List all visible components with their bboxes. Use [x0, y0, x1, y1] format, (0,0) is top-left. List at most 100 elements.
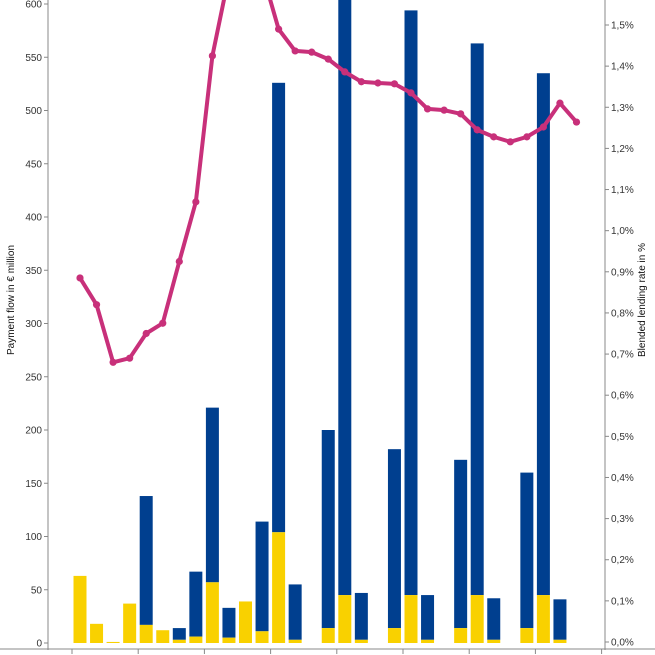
bar-yellow-11	[255, 631, 269, 643]
line-point-28	[539, 123, 548, 131]
line-point-15	[324, 55, 332, 63]
bar-yellow-6	[172, 639, 186, 643]
bar-navy-24	[470, 43, 484, 596]
y2-tick-label-6: 0,6%	[611, 391, 634, 402]
line-layer	[76, 0, 581, 366]
bar-navy-8	[205, 407, 219, 583]
bar-navy-19	[387, 449, 401, 629]
line-point-13	[291, 47, 299, 55]
bar-yellow-24	[470, 595, 484, 643]
line-point-30	[572, 118, 581, 126]
bar-navy-4	[139, 496, 153, 625]
line-point-4	[142, 329, 150, 338]
y2-tick-label-1: 0,1%	[611, 596, 634, 607]
y-tick-label-9: 450	[25, 159, 42, 170]
line-point-5	[159, 319, 167, 327]
line-point-18	[374, 79, 382, 87]
y2-tick-label-4: 0,4%	[611, 473, 634, 484]
bar-yellow-4	[139, 624, 153, 643]
bar-navy-11	[255, 521, 269, 632]
y-tick-label-12: 600	[25, 0, 42, 11]
bar-yellow-19	[387, 628, 401, 643]
y2-tick-label-3: 0,3%	[611, 514, 634, 525]
y-axis-title: Payment flow in € million	[6, 245, 17, 355]
y2-tick-label-8: 0,8%	[611, 308, 634, 319]
bar-yellow-7	[189, 636, 203, 643]
y-tick-label-10: 500	[25, 106, 42, 117]
bar-navy-21	[421, 595, 435, 640]
line-point-16	[341, 68, 349, 76]
line-point-22	[440, 106, 448, 114]
bar-navy-27	[520, 472, 534, 629]
y2-tick-label-5: 0,5%	[611, 432, 634, 443]
line-point-27	[523, 133, 531, 141]
y2-tick-label-9: 0,9%	[611, 267, 634, 278]
bar-yellow-23	[454, 628, 468, 643]
line-point-23	[457, 110, 465, 118]
line-lending-rate	[78, 0, 579, 365]
y2-tick-label-7: 0,7%	[611, 350, 634, 361]
line-point-8	[208, 52, 216, 60]
y2-tick-label-13: 1,3%	[611, 103, 634, 114]
bar-yellow-20	[404, 595, 418, 643]
line-point-29	[556, 99, 564, 107]
line-point-20	[407, 89, 415, 97]
line-point-7	[192, 198, 200, 206]
bar-yellow-13	[288, 639, 302, 643]
bar-navy-6	[172, 628, 186, 640]
bar-navy-15	[321, 430, 335, 629]
y-tick-label-2: 100	[25, 532, 42, 543]
bar-navy-13	[288, 584, 302, 640]
bar-yellow-29	[553, 639, 567, 643]
y2-tick-label-11: 1,1%	[611, 185, 634, 196]
bar-yellow-21	[421, 639, 435, 643]
bar-yellow-12	[272, 532, 286, 643]
y2-tick-label-15: 1,5%	[611, 21, 634, 32]
bar-yellow-17	[354, 639, 368, 643]
line-point-3	[126, 354, 134, 362]
bar-navy-29	[553, 599, 567, 640]
line-point-19	[390, 80, 399, 88]
line-point-14	[308, 48, 316, 56]
bar-yellow-1	[90, 623, 104, 643]
bar-navy-17	[354, 592, 368, 640]
y-tick-label-0: 0	[36, 639, 42, 650]
bar-navy-23	[454, 459, 468, 629]
y2-tick-label-12: 1,2%	[611, 144, 634, 155]
y-tick-label-1: 50	[31, 585, 43, 596]
bar-yellow-5	[156, 630, 170, 643]
bar-yellow-2	[106, 641, 120, 643]
y2-tick-label-14: 1,4%	[611, 62, 634, 73]
line-point-1	[92, 301, 101, 309]
bar-yellow-3	[123, 603, 137, 643]
line-point-24	[473, 126, 481, 134]
y-tick-label-7: 350	[25, 266, 42, 277]
bar-navy-28	[536, 73, 550, 596]
bar-yellow-25	[487, 639, 501, 643]
y-tick-label-8: 400	[25, 213, 42, 224]
bar-yellow-9	[222, 637, 236, 643]
bar-navy-25	[487, 598, 501, 640]
y-tick-label-11: 550	[25, 53, 42, 64]
line-point-17	[357, 78, 365, 86]
y-tick-label-3: 150	[25, 479, 42, 490]
line-point-25	[490, 133, 498, 141]
bar-yellow-15	[321, 628, 335, 643]
y2-axis-title: Blended lending rate in %	[637, 243, 648, 357]
bar-navy-7	[189, 571, 203, 637]
line-point-0	[76, 274, 84, 282]
bars-layer	[73, 0, 567, 643]
line-point-2	[109, 358, 117, 366]
bar-navy-12	[272, 82, 286, 533]
y-tick-label-4: 200	[25, 426, 42, 437]
line-point-21	[423, 105, 432, 113]
bar-yellow-28	[536, 595, 550, 643]
y2-tick-label-2: 0,2%	[611, 555, 634, 566]
bar-yellow-16	[338, 595, 352, 643]
y-tick-label-6: 300	[25, 319, 42, 330]
line-point-12	[275, 25, 283, 33]
bar-navy-9	[222, 607, 236, 638]
line-point-6	[175, 257, 183, 266]
